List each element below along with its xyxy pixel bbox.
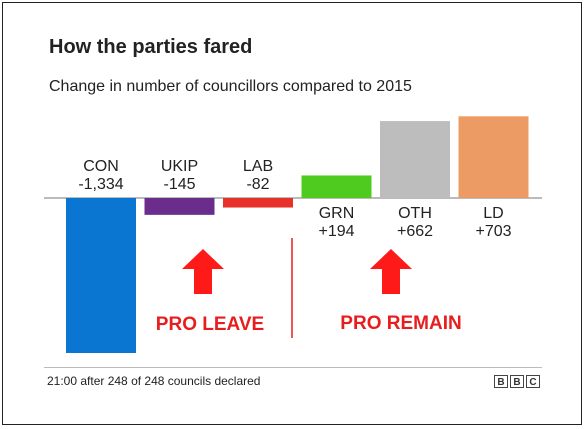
bar-grn: [301, 175, 372, 198]
value-label-ld: +703: [475, 223, 511, 240]
annotation-pro-remain: PRO REMAIN: [340, 313, 461, 334]
value-label-lab: -82: [246, 176, 269, 193]
bbc-logo-letter-2: B: [510, 375, 524, 388]
arrow-up-icon-leave: [182, 249, 224, 294]
bbc-logo-letter-1: B: [494, 375, 508, 388]
bar-con: [66, 198, 136, 353]
bbc-logo-letter-3: C: [526, 375, 540, 388]
value-label-con: -1,334: [78, 176, 123, 193]
annotation-pro-leave: PRO LEAVE: [156, 314, 264, 335]
category-label-ld: LD: [483, 205, 503, 222]
bar-oth: [380, 121, 450, 198]
value-label-grn: +194: [318, 223, 354, 240]
bbc-logo: B B C: [494, 375, 540, 388]
chart-title: How the parties fared: [49, 36, 253, 58]
chart-subtitle: Change in number of councillors compared…: [49, 78, 412, 95]
value-label-ukip: -145: [163, 176, 195, 193]
category-label-lab: LAB: [243, 158, 273, 175]
bar-lab: [223, 198, 293, 208]
bar-ukip: [144, 198, 215, 215]
arrow-up-icon-remain: [370, 249, 412, 294]
category-label-oth: OTH: [398, 205, 432, 222]
footer-divider: [44, 367, 542, 368]
category-label-ukip: UKIP: [161, 158, 198, 175]
bar-ld: [458, 116, 529, 198]
footer-note: 21:00 after 248 of 248 councils declared: [47, 374, 261, 388]
value-label-oth: +662: [397, 223, 433, 240]
category-label-grn: GRN: [319, 205, 355, 222]
category-label-con: CON: [83, 158, 119, 175]
